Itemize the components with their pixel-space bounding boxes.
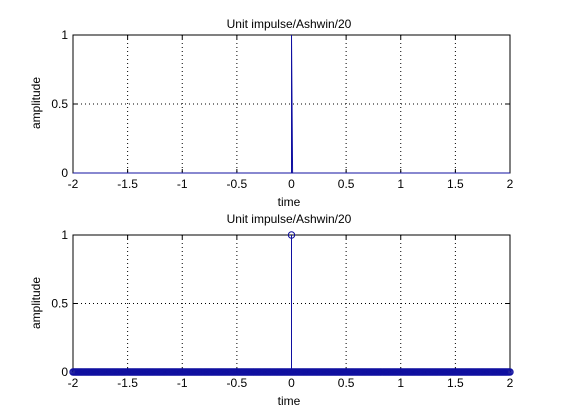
top-xtick-label: 1.5 (447, 177, 464, 191)
bottom-xtick-label: 0 (288, 376, 295, 390)
bottom-stem-marker (506, 368, 514, 376)
bottom-stem-marker (287, 368, 296, 376)
top-subplot-ylabel: amplitude (29, 77, 43, 129)
top-xtick-label: -2 (68, 177, 79, 191)
top-subplot-title: Unit impulse/Ashwin/20 (227, 17, 352, 31)
bottom-subplot-xlabel: time (278, 394, 301, 408)
top-xtick-label: 1 (397, 177, 404, 191)
top-subplot: -2 -1.5 -1 -0.5 0 0.5 1 1.5 2 0 0.5 1 Unit impulse/A… (29, 17, 514, 209)
top-ytick-label: 1 (61, 28, 68, 42)
bottom-xtick-label: -1 (177, 376, 188, 390)
bottom-xtick-label: -0.5 (227, 376, 248, 390)
bottom-xtick-label: 0.5 (338, 376, 355, 390)
bottom-subplot-ylabel: amplitude (29, 277, 43, 329)
top-xtick-label: 0.5 (338, 177, 355, 191)
bottom-impulse-marker (287, 231, 296, 239)
bottom-xtick-label: 1 (397, 376, 404, 390)
top-xtick-label: -1 (177, 177, 188, 191)
bottom-ytick-label: 0.5 (51, 297, 68, 311)
bottom-xtick-label: -1.5 (117, 376, 138, 390)
top-xtick-label: 0 (288, 177, 295, 191)
top-ytick-label: 0 (61, 166, 68, 180)
bottom-ytick-label: 1 (61, 228, 68, 242)
top-impulse-line (73, 34, 510, 174)
bottom-subplot-title: Unit impulse/Ashwin/20 (227, 212, 352, 226)
bottom-xtick-label: 2 (507, 376, 514, 390)
bottom-subplot: -2 -1.5 -1 -0.5 0 0.5 1 1.5 2 0 0.5 1 Unit impulse/A… (29, 212, 514, 408)
bottom-ytick-label: 0 (61, 365, 68, 379)
bottom-xtick-label: 1.5 (447, 376, 464, 390)
top-xtick-label: 2 (507, 177, 514, 191)
top-subplot-xlabel: time (278, 195, 301, 209)
top-xtick-label: -0.5 (227, 177, 248, 191)
bottom-xtick-label: -2 (68, 376, 79, 390)
top-xtick-label: -1.5 (117, 177, 138, 191)
top-ytick-label: 0.5 (51, 97, 68, 111)
